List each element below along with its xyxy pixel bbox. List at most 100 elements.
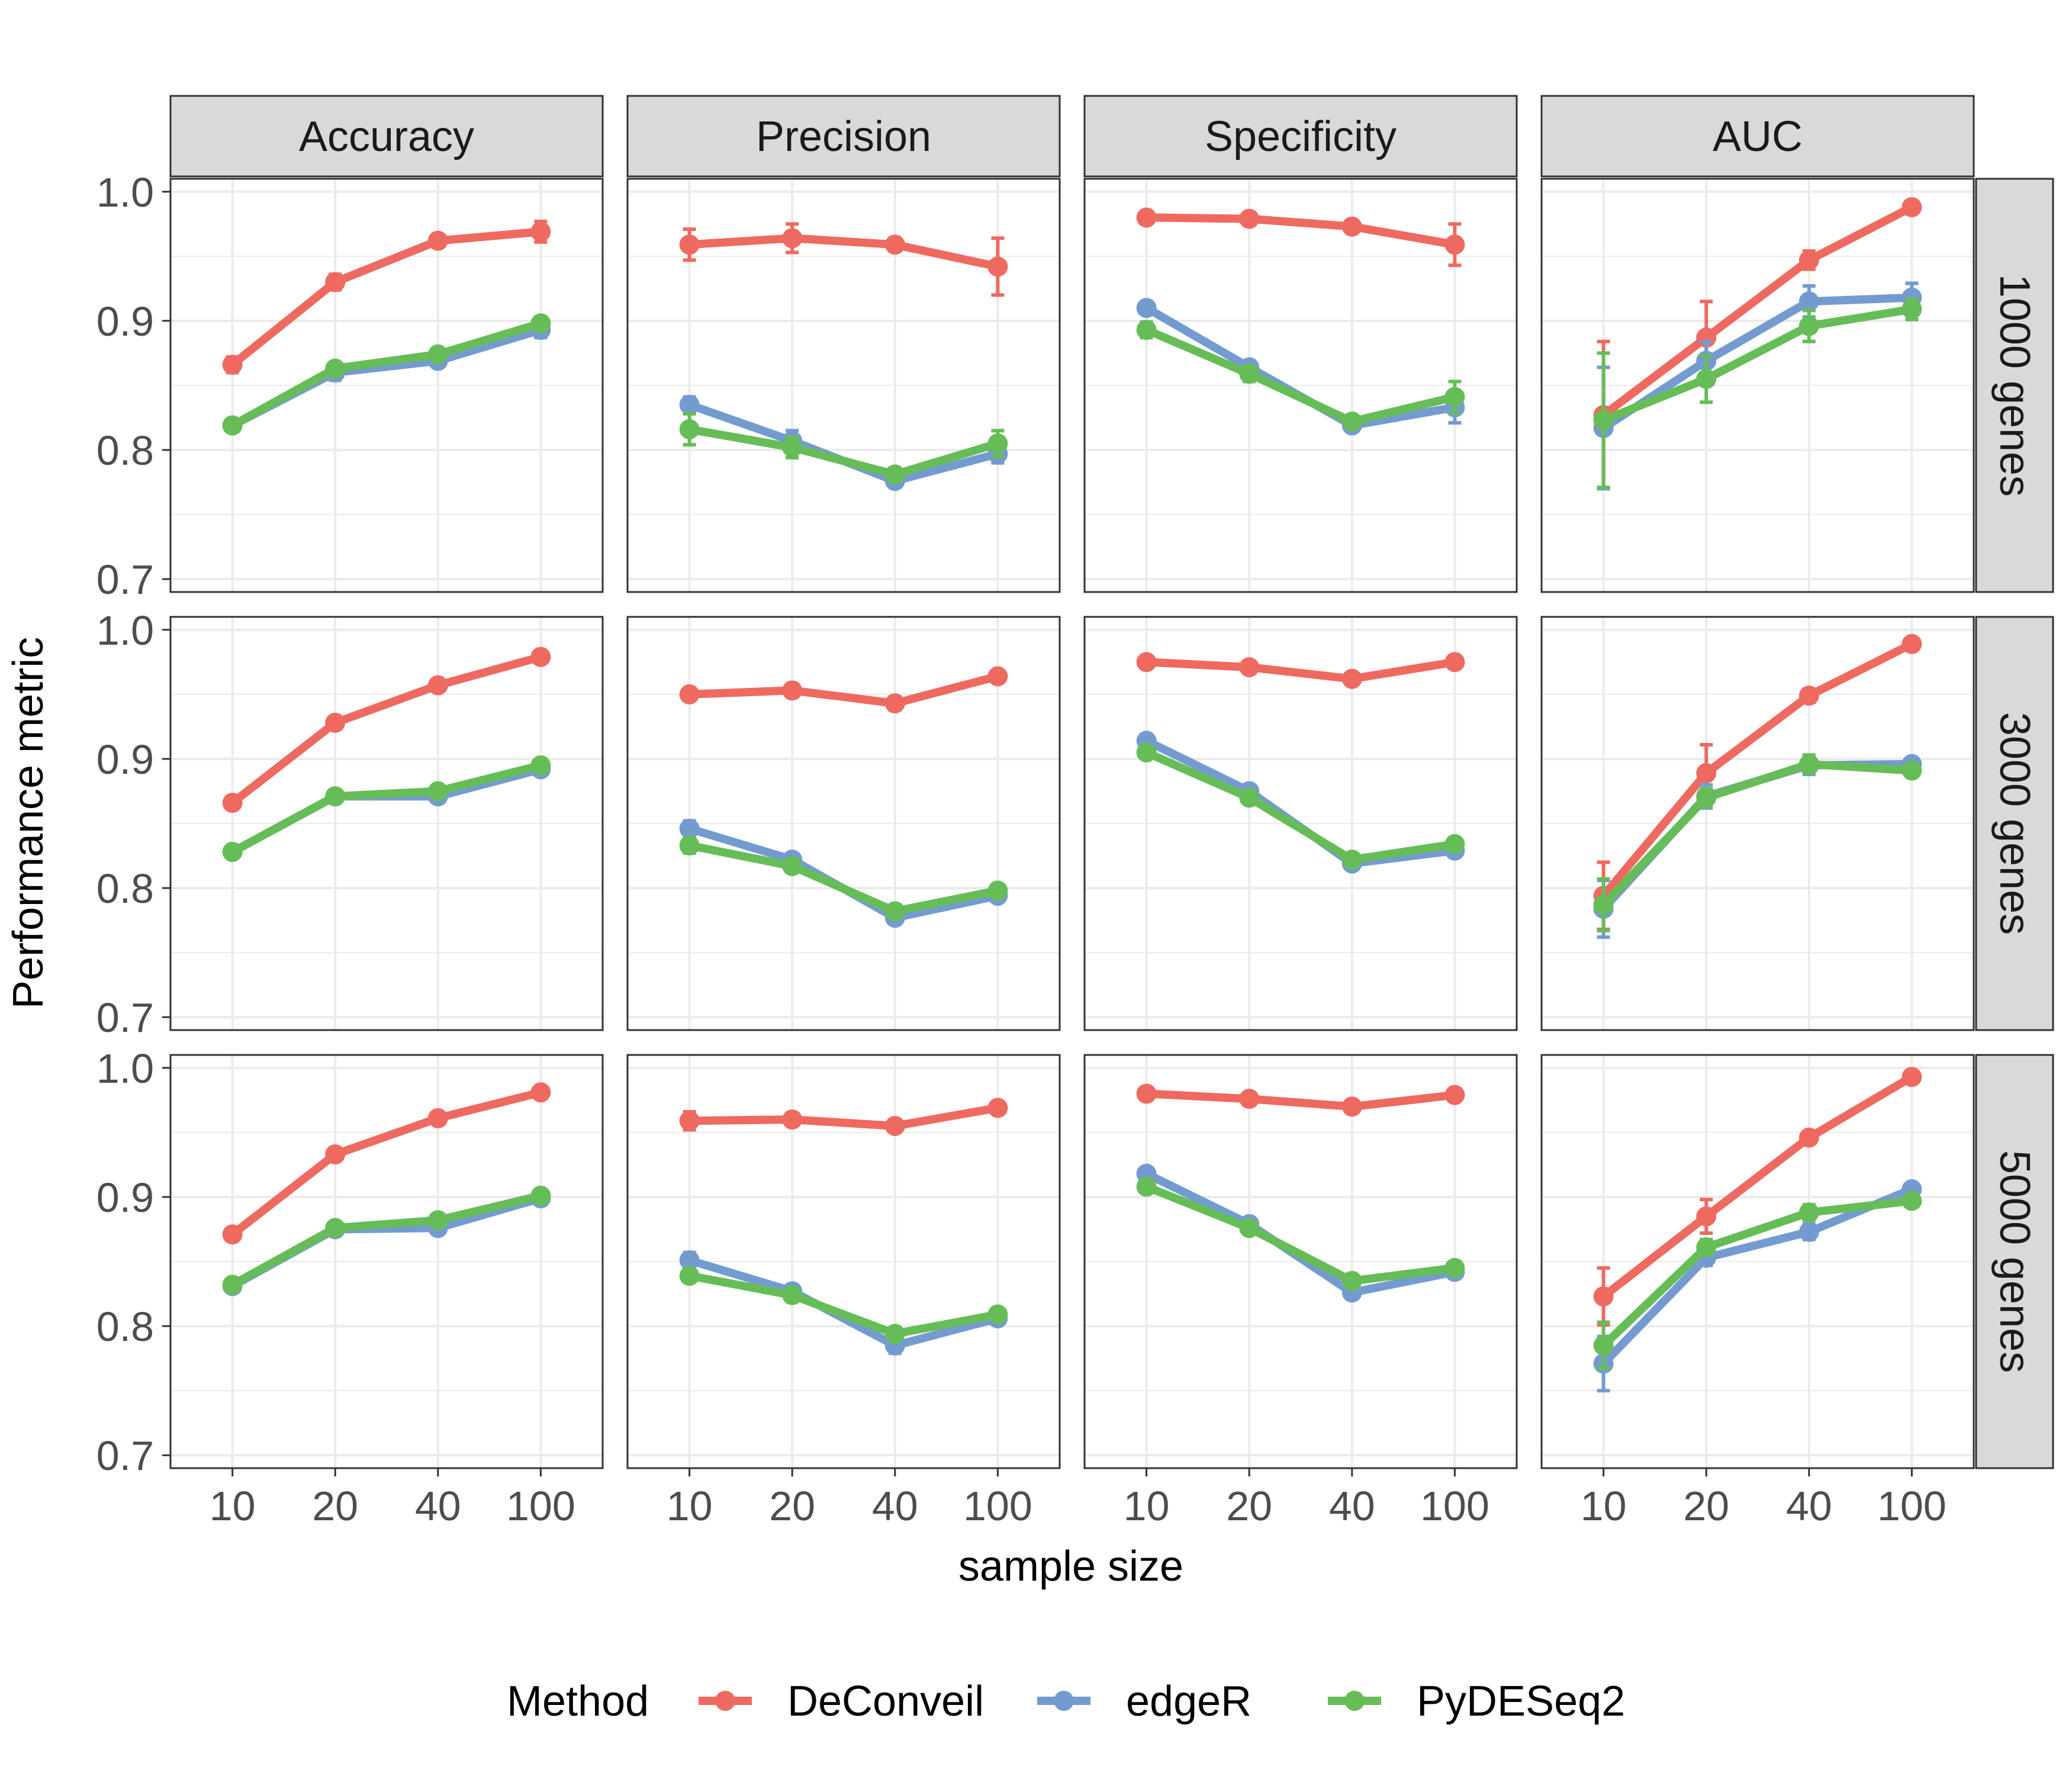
panel-border xyxy=(1083,1054,1518,1469)
y-tick-label: 1.0 xyxy=(96,169,154,215)
data-point xyxy=(987,1304,1008,1325)
series-pydeseq2 xyxy=(222,1185,551,1295)
data-point xyxy=(1444,652,1465,673)
data-point xyxy=(987,256,1008,277)
series-line xyxy=(1599,1196,1916,1350)
x-tick-label: 20 xyxy=(1683,1483,1729,1529)
panel-border xyxy=(1540,178,1975,593)
data-point xyxy=(1341,1270,1362,1291)
series-line xyxy=(685,234,1002,271)
x-tick-label: 40 xyxy=(1329,1483,1375,1529)
data-point xyxy=(679,684,700,704)
data-point xyxy=(1239,1089,1260,1109)
data-point xyxy=(987,1098,1008,1118)
strip-background xyxy=(1540,95,1975,178)
series-pydeseq2 xyxy=(1593,753,1922,933)
data-point xyxy=(325,272,346,292)
data-point xyxy=(679,835,700,856)
panel-accuracy-3000-genes xyxy=(169,616,604,1031)
data-point xyxy=(1593,1286,1614,1307)
series-pydeseq2 xyxy=(1136,320,1465,432)
x-tick-label: 40 xyxy=(415,1483,461,1529)
strip-label: Precision xyxy=(756,113,931,160)
x-tick-label: 100 xyxy=(1877,1483,1946,1529)
series-line xyxy=(228,761,545,856)
series-line xyxy=(685,1103,1002,1130)
strip-label: AUC xyxy=(1713,113,1803,160)
data-point xyxy=(1136,298,1157,318)
gridlines xyxy=(1085,1055,1517,1468)
data-point xyxy=(427,1108,448,1128)
x-tick-label: 100 xyxy=(963,1483,1032,1529)
data-point xyxy=(530,313,551,334)
series-pydeseq2 xyxy=(222,313,551,436)
column-strip-specificity: Specificity xyxy=(1083,95,1518,178)
data-point xyxy=(1798,1202,1819,1223)
data-point xyxy=(884,234,905,255)
data-point xyxy=(1593,1335,1614,1356)
data-point xyxy=(325,786,346,807)
series-line xyxy=(1142,1089,1459,1111)
data-point xyxy=(1593,895,1614,915)
y-tick-label: 0.9 xyxy=(96,1175,154,1221)
data-point xyxy=(679,1111,700,1131)
data-point xyxy=(1444,1257,1465,1278)
legend-item-deconveil: DeConveil xyxy=(699,1678,984,1725)
series-deconveil xyxy=(679,222,1008,297)
series-pydeseq2 xyxy=(679,1265,1008,1344)
data-point xyxy=(1136,320,1157,340)
series-line xyxy=(228,652,545,807)
data-point xyxy=(1798,250,1819,271)
data-point xyxy=(530,1082,551,1103)
data-point xyxy=(987,433,1008,454)
y-tick-label: 0.8 xyxy=(96,427,154,474)
data-point xyxy=(1798,291,1819,312)
panel-precision-1000-genes xyxy=(626,178,1061,593)
series-pydeseq2 xyxy=(679,835,1008,922)
data-point xyxy=(1136,207,1157,228)
series-pydeseq2 xyxy=(1593,297,1922,490)
data-point xyxy=(1341,411,1362,432)
panel-border xyxy=(1083,616,1518,1031)
series-line xyxy=(1142,213,1459,249)
y-tick-label: 0.9 xyxy=(96,298,154,345)
facet-strips: Accuracy Precision Specificity AUC 1000 gene… xyxy=(169,95,2054,1469)
column-strip-auc: AUC xyxy=(1540,95,1975,178)
data-point xyxy=(427,781,448,802)
row-strip-3000-genes: 3000 genes xyxy=(1975,616,2054,1031)
data-point xyxy=(222,355,243,375)
data-point xyxy=(1798,754,1819,774)
series-line xyxy=(685,672,1002,708)
data-point xyxy=(1444,234,1465,255)
panel-auc-1000-genes xyxy=(1540,178,1975,593)
data-point xyxy=(1902,760,1922,781)
legend-item-pydeseq2: PyDESeq2 xyxy=(1328,1678,1625,1725)
series-line xyxy=(1599,639,1916,900)
data-point xyxy=(427,344,448,365)
data-point xyxy=(1136,652,1157,673)
data-point xyxy=(884,1115,905,1136)
data-point xyxy=(1593,410,1614,430)
y-tick-label: 1.0 xyxy=(96,607,154,654)
data-point xyxy=(1798,1221,1819,1242)
series-line xyxy=(685,1272,1002,1339)
panel-precision-3000-genes xyxy=(626,616,1061,1031)
panel-border xyxy=(626,616,1061,1031)
series-pydeseq2 xyxy=(222,755,551,862)
data-point xyxy=(1798,686,1819,706)
strip-label: 3000 genes xyxy=(1991,712,2038,935)
data-point xyxy=(679,419,700,440)
strip-label: Specificity xyxy=(1205,113,1397,160)
data-point xyxy=(427,1210,448,1231)
data-point xyxy=(1239,1218,1260,1238)
data-point xyxy=(1696,787,1717,808)
y-tick-label: 0.7 xyxy=(96,995,154,1041)
strip-label: Accuracy xyxy=(299,113,474,160)
x-tick-label: 20 xyxy=(1226,1483,1272,1529)
data-point xyxy=(222,1224,243,1245)
data-point xyxy=(679,818,700,839)
gridlines xyxy=(1085,617,1517,1030)
strip-background xyxy=(1083,95,1518,178)
series-deconveil xyxy=(222,219,551,375)
